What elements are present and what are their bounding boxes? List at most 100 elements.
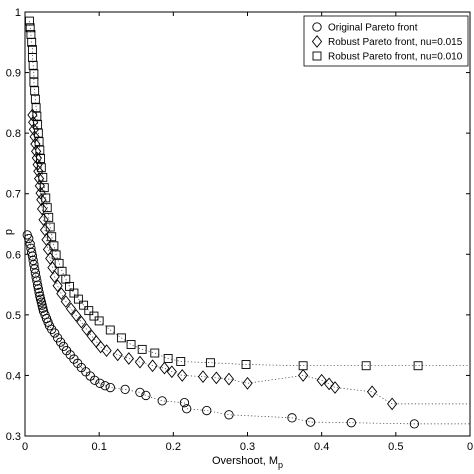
data-point-diamond	[31, 151, 42, 165]
data-point-circle	[105, 382, 115, 393]
data-markers	[22, 16, 423, 429]
series-connector-line	[26, 234, 470, 425]
y-tick-label: 0.4	[6, 370, 21, 382]
data-point-square	[35, 145, 45, 155]
data-point-diamond	[36, 193, 47, 207]
data-point-square	[61, 274, 71, 284]
data-point-diamond	[323, 377, 335, 391]
x-axis-label-subscript: p	[278, 460, 283, 470]
data-point-square	[41, 193, 51, 203]
data-point-circle	[120, 384, 130, 395]
y-tick-label: 0.3	[6, 431, 21, 443]
data-point-diamond	[27, 108, 38, 122]
data-point-circle	[157, 396, 167, 406]
data-point-diamond	[134, 355, 146, 369]
data-point-circle	[90, 375, 100, 385]
data-point-diamond	[366, 385, 378, 399]
x-tick-label: 0.4	[314, 441, 329, 453]
data-point-square	[31, 103, 41, 113]
data-point-diamond	[177, 369, 188, 382]
data-point-circle	[100, 381, 110, 391]
data-point-square	[34, 137, 44, 147]
data-point-square	[57, 266, 67, 276]
legend-label: Robust Pareto front, nu=0.015	[328, 37, 463, 48]
y-axis-ticks: 0.3 0.4 0.5 0.6 0.7 0.8 0.9 1	[6, 7, 470, 443]
data-point-diamond	[33, 172, 45, 185]
data-point-diamond	[95, 340, 106, 354]
data-point-square	[137, 344, 147, 354]
data-point-circle	[34, 287, 44, 298]
data-point-diamond	[147, 359, 158, 373]
data-point-square	[89, 311, 99, 321]
data-point-square	[33, 120, 43, 130]
x-tick-label: 0	[22, 441, 28, 453]
data-point-square	[116, 333, 126, 343]
data-point-circle	[33, 284, 43, 294]
legend-marker-circle	[312, 22, 322, 32]
data-point-diamond	[60, 295, 71, 308]
y-axis-label-fragment: p	[3, 229, 15, 235]
data-point-square	[84, 306, 94, 316]
data-point-square	[65, 281, 74, 291]
dotted-connectors	[26, 21, 470, 425]
data-point-diamond	[166, 365, 177, 379]
series-circle-markers	[22, 230, 420, 429]
x-tick-label: 0.3	[240, 441, 255, 453]
data-point-diamond	[242, 376, 253, 390]
data-point-circle	[135, 387, 145, 398]
legend-box	[303, 15, 469, 67]
data-point-square	[126, 340, 136, 349]
data-point-diamond	[101, 344, 112, 357]
data-point-square	[30, 86, 40, 96]
data-point-square	[36, 163, 46, 173]
data-point-circle	[409, 419, 420, 429]
y-tick-label: 0.5	[6, 310, 21, 322]
data-point-diamond	[31, 144, 42, 158]
data-point-diamond	[33, 164, 44, 178]
data-point-square	[176, 357, 186, 366]
data-point-square	[361, 361, 371, 371]
data-point-square	[33, 128, 43, 138]
data-point-diamond	[76, 315, 87, 329]
data-point-diamond	[91, 335, 102, 348]
data-point-square	[29, 77, 39, 87]
data-point-circle	[32, 280, 43, 290]
data-point-square	[163, 354, 173, 363]
series-connector-line	[32, 114, 470, 405]
data-point-diamond	[36, 202, 48, 216]
data-point-square	[27, 37, 37, 47]
data-point-circle	[179, 398, 190, 408]
data-point-diamond	[211, 371, 222, 385]
data-point-square	[44, 212, 54, 222]
data-point-square	[51, 250, 61, 260]
data-point-circle	[50, 328, 60, 338]
y-tick-label: 0.9	[6, 68, 21, 80]
data-point-square	[205, 358, 215, 368]
data-point-circle	[305, 417, 316, 427]
data-point-diamond	[29, 130, 40, 144]
data-point-diamond	[112, 348, 123, 362]
data-point-circle	[141, 390, 151, 401]
legend-items: Original Pareto front Robust Pareto front…	[311, 22, 463, 63]
data-point-diamond	[123, 352, 134, 365]
data-point-diamond	[159, 361, 170, 375]
data-point-square	[42, 203, 52, 213]
data-point-square	[413, 361, 423, 371]
series-connector-line	[29, 21, 470, 367]
data-point-circle	[24, 233, 34, 244]
data-point-circle	[287, 413, 297, 423]
data-point-square	[25, 16, 34, 26]
data-point-diamond	[28, 123, 40, 136]
data-point-circle	[346, 418, 356, 428]
x-tick-label: 0.2	[166, 441, 181, 453]
data-point-square	[94, 316, 104, 326]
y-tick-label: 0.7	[6, 189, 21, 201]
data-point-diamond	[30, 137, 41, 151]
data-point-diamond	[387, 397, 398, 411]
data-point-square	[30, 94, 40, 104]
y-tick-label: 1	[15, 7, 21, 19]
y-tick-label: 0.6	[6, 249, 21, 261]
data-point-square	[32, 111, 42, 121]
legend-label: Original Pareto front	[328, 23, 418, 34]
